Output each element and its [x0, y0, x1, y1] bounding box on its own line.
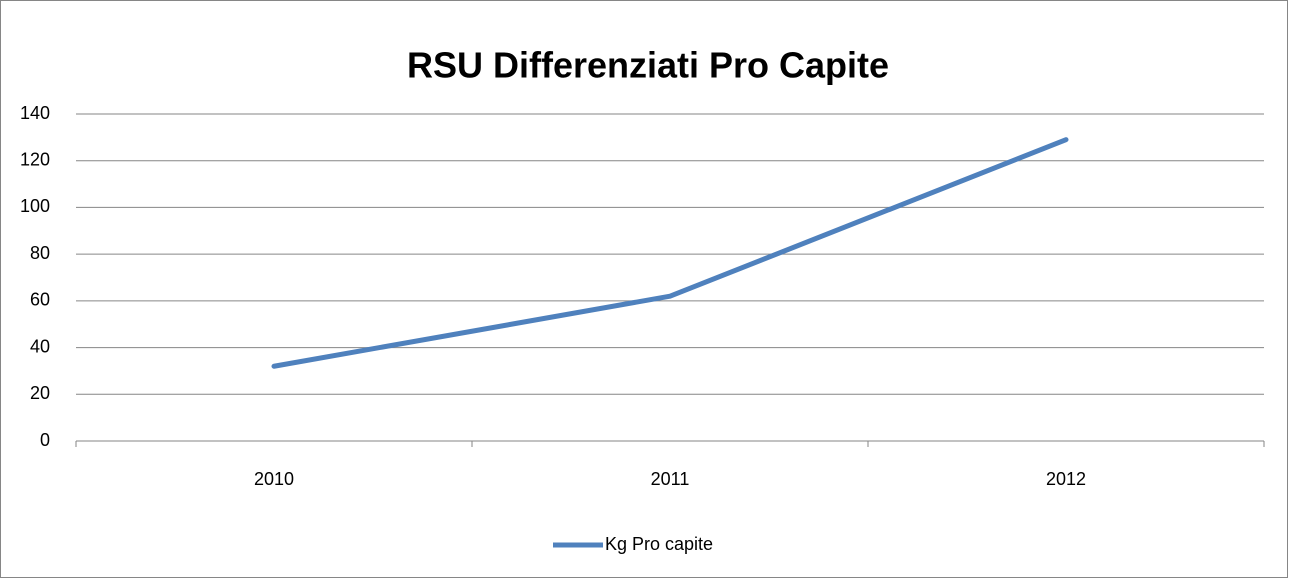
- x-tick-label: 2012: [1046, 469, 1086, 489]
- y-tick-label: 100: [20, 196, 50, 216]
- y-tick-label: 80: [30, 243, 50, 263]
- chart-title: RSU Differenziati Pro Capite: [407, 45, 889, 86]
- y-tick-label: 120: [20, 149, 50, 169]
- data-line: [271, 137, 1069, 369]
- x-tick-label: 2010: [254, 469, 294, 489]
- y-tick-label: 0: [40, 430, 50, 450]
- y-tick-label: 40: [30, 336, 50, 356]
- legend-label: Kg Pro capite: [605, 534, 713, 554]
- y-tick-label: 60: [30, 290, 50, 310]
- x-tick-label: 2011: [651, 469, 690, 489]
- y-tick-label: 20: [30, 383, 50, 403]
- y-tick-label: 140: [20, 103, 50, 123]
